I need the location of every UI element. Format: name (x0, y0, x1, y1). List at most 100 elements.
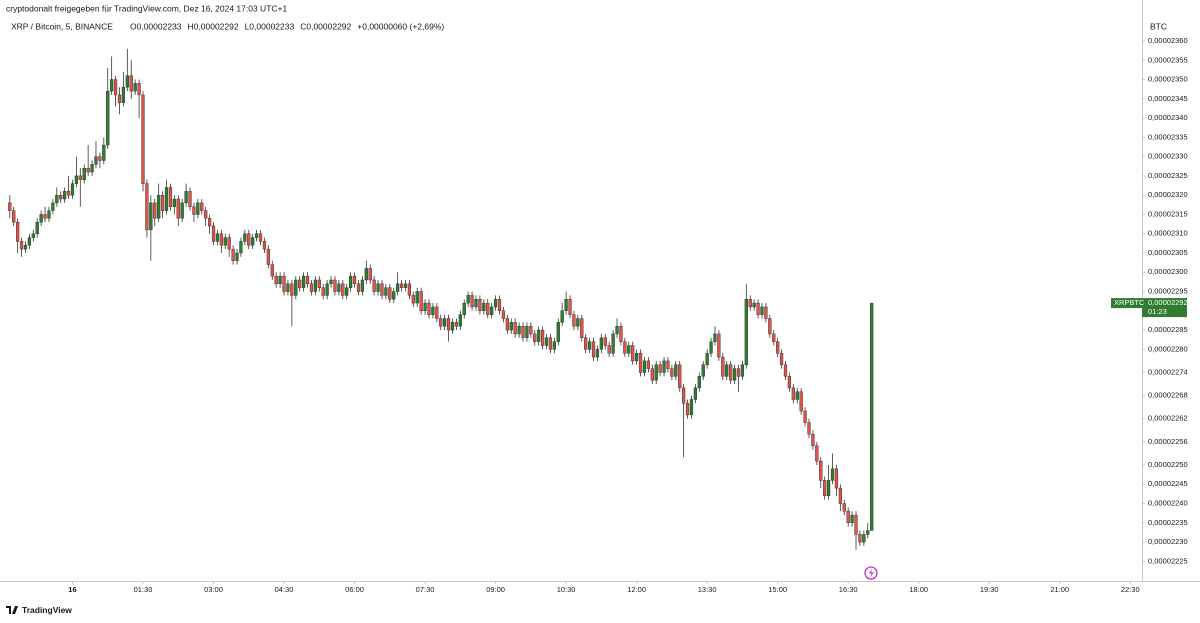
candle-body (364, 268, 368, 281)
candle-body (807, 422, 811, 435)
candle-body (329, 279, 333, 285)
candle-body (826, 480, 831, 497)
event-icon[interactable] (864, 566, 878, 580)
candle-body (525, 326, 529, 338)
candle-body (176, 198, 180, 219)
y-tick-label: 0,00002295 (1148, 287, 1188, 296)
candle-body (137, 83, 141, 96)
candle-body (466, 295, 470, 304)
candle-body (732, 368, 737, 381)
candle-body (725, 364, 729, 377)
y-tick-label: 0,00002245 (1148, 479, 1188, 488)
x-tick-label: 10:30 (557, 585, 576, 594)
x-tick-label: 16 (68, 585, 76, 594)
candle-body (352, 275, 357, 285)
candle-body (670, 368, 674, 377)
candle-body (552, 341, 556, 350)
attribution: cryptodonalt freigegeben für TradingView… (6, 3, 287, 13)
candle-body (231, 248, 235, 261)
candle-body (787, 376, 792, 389)
candle-body (736, 368, 741, 377)
candle-body (360, 279, 364, 292)
candle-body (611, 333, 615, 354)
candle-body (47, 210, 51, 219)
candle-body (748, 299, 752, 308)
candle-body (94, 156, 98, 165)
candle-body (215, 233, 220, 242)
candle-body (407, 283, 412, 296)
candle-body (129, 75, 133, 92)
candles (8, 48, 874, 550)
candle-body (705, 353, 709, 365)
candle-body (333, 279, 337, 292)
candle-body (838, 487, 842, 504)
candle-body (341, 283, 345, 296)
candle-body (493, 299, 498, 308)
candle-body (223, 237, 227, 246)
price-tag-symbol-box (1111, 298, 1142, 309)
candle-body (59, 194, 63, 200)
candle-body (505, 318, 509, 331)
candle-body (650, 368, 654, 381)
candle-body (74, 175, 79, 184)
candle-body (388, 287, 392, 300)
candle-body (540, 329, 545, 346)
candle-body (392, 291, 396, 300)
candle-body (278, 275, 282, 285)
y-tick-label: 0,00002285 (1148, 325, 1188, 334)
candle-body (587, 341, 592, 350)
candle-body (776, 341, 780, 354)
candle-body (290, 283, 294, 296)
candle-body (8, 202, 12, 211)
candle-body (619, 326, 623, 342)
candle-body (219, 233, 223, 246)
x-tick-label: 16:30 (839, 585, 858, 594)
y-tick-label: 0,00002268 (1148, 391, 1188, 400)
price-tag-value: 0,00002292 (1148, 298, 1188, 307)
candle-body (470, 295, 474, 308)
candle-body (431, 306, 435, 315)
candle-body (39, 214, 43, 223)
legend-value: C0,00002292 (300, 21, 351, 31)
candle-body (117, 94, 122, 103)
candle-body (141, 94, 145, 184)
candle-body (321, 287, 325, 296)
candle-body (55, 194, 59, 204)
candle-body (752, 302, 756, 308)
candle-body (615, 326, 619, 335)
candle-body (529, 326, 533, 335)
candle-body (689, 399, 694, 416)
candle-body (580, 318, 584, 338)
candle-body (537, 329, 541, 342)
candle-body (556, 322, 560, 342)
candle-body (309, 283, 314, 292)
candle-body (595, 349, 600, 358)
candle-body (164, 187, 169, 211)
y-tick-label: 0,00002230 (1148, 537, 1188, 546)
candle-body (27, 237, 31, 246)
candle-body (204, 210, 208, 219)
candle-body (415, 291, 419, 304)
symbol-title: XRP / Bitcoin, 5, BINANCE (11, 21, 113, 31)
candle-body (486, 302, 490, 315)
candle-body (713, 333, 717, 342)
candle-body (396, 283, 400, 292)
candle-body (90, 164, 94, 173)
candle-body (870, 302, 874, 531)
candle-body (490, 306, 494, 315)
y-tick-label: 0,00002350 (1148, 75, 1188, 84)
candle-body (82, 167, 86, 180)
x-tick-label: 12:00 (627, 585, 646, 594)
y-axis-unit: BTC (1150, 21, 1167, 31)
candle-body (764, 306, 768, 319)
x-tick-label: 01:30 (134, 585, 153, 594)
candle-body (19, 241, 24, 250)
candle-body (86, 167, 90, 173)
candle-body (121, 87, 126, 103)
candle-body (305, 275, 310, 285)
candle-body (313, 279, 317, 292)
candle-body (419, 291, 423, 312)
candle-body (803, 410, 807, 423)
x-tick-label: 09:00 (486, 585, 505, 594)
candle-body (744, 299, 748, 365)
